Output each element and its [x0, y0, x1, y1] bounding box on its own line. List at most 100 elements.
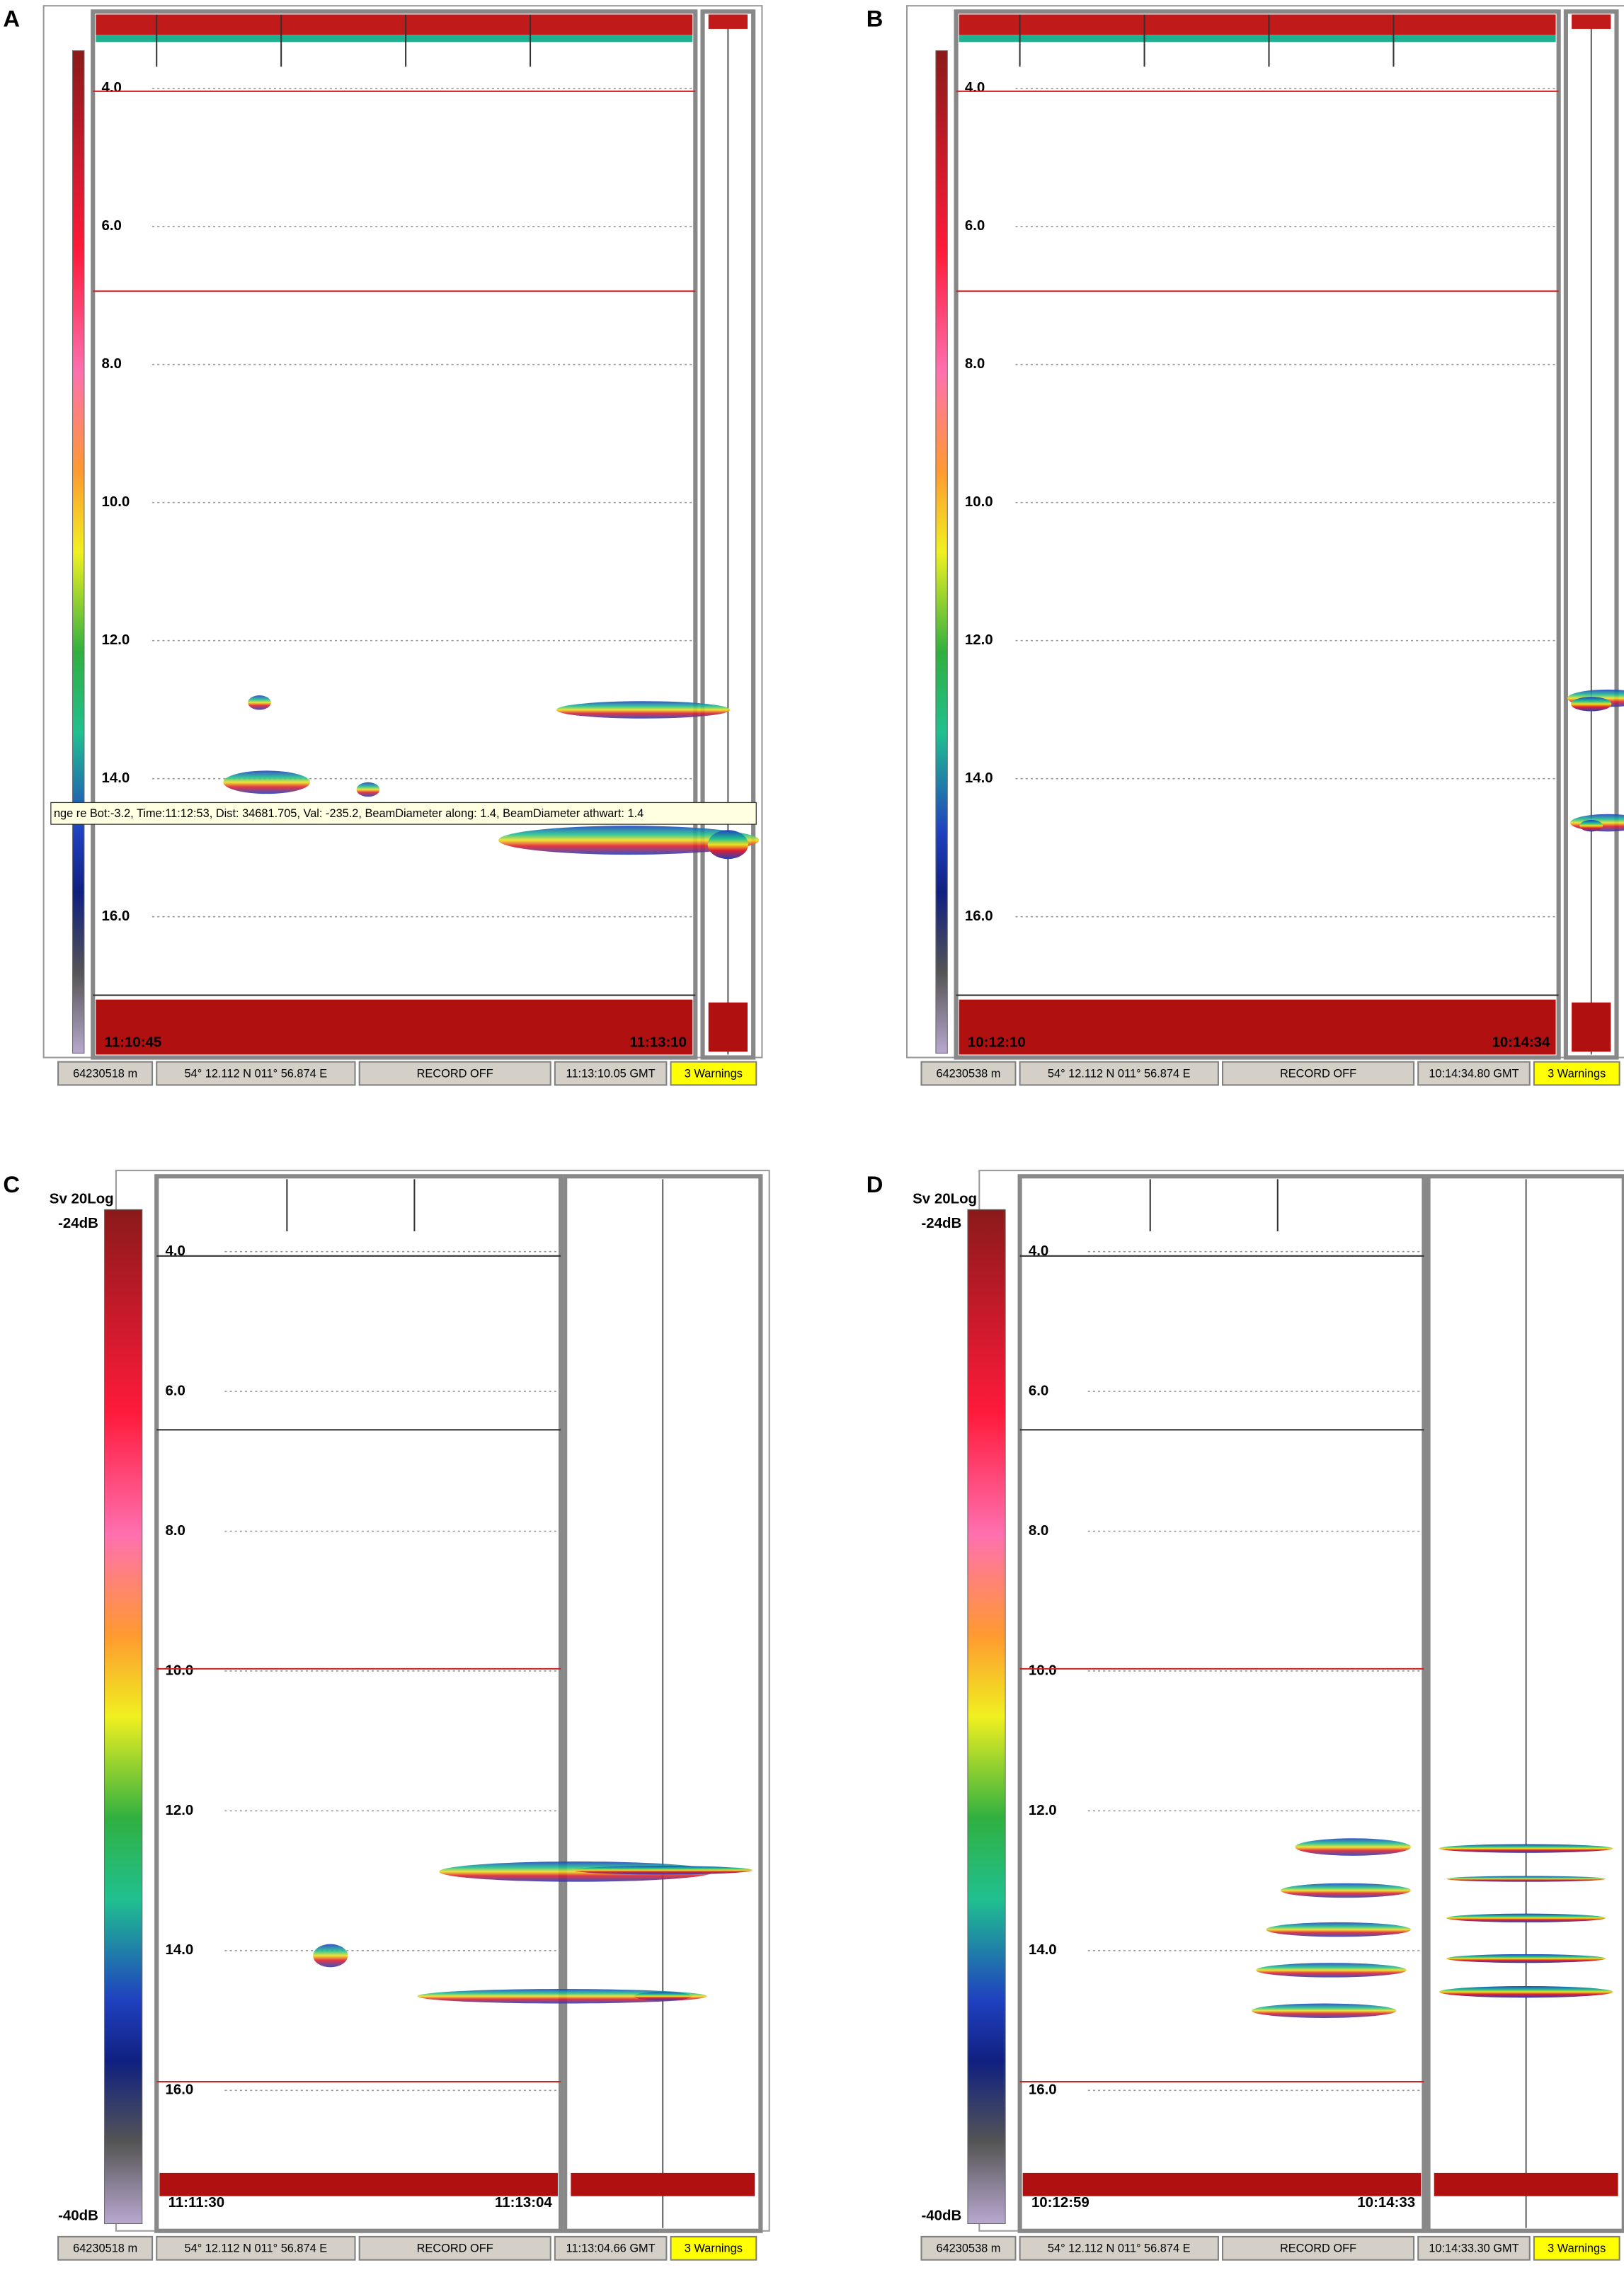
colorbar	[935, 50, 948, 1054]
status-segment	[156, 2235, 356, 2261]
status-text: 64230538 m	[936, 2242, 1000, 2255]
depth-label: 12.0	[101, 632, 130, 648]
tooltip-text: nge re Bot:-3.2, Time:11:12:53, Dist: 34…	[54, 807, 644, 820]
colorbar-max: -24dB	[921, 1215, 961, 1231]
colorbar-title: Sv 20Log	[913, 1190, 977, 1207]
echo-target	[1251, 2003, 1397, 2018]
echo-target	[248, 695, 271, 710]
depth-label: 4.0	[101, 79, 121, 96]
echo-target	[223, 770, 311, 794]
status-text: RECORD OFF	[1280, 1067, 1356, 1080]
depth-label: 8.0	[101, 355, 121, 372]
bottom-echo	[96, 999, 693, 1055]
status-text: 10:14:33.30 GMT	[1429, 2242, 1519, 2255]
status-segment	[358, 2235, 551, 2261]
status-text: 11:13:04.66 GMT	[566, 2242, 656, 2255]
status-text: 54° 12.112 N 011° 56.874 E	[1048, 1067, 1191, 1080]
echo-target	[356, 782, 380, 797]
surface-band	[959, 35, 1556, 42]
depth-label: 16.0	[101, 908, 130, 924]
bottom-echo	[959, 999, 1556, 1055]
panel: C Sv 20Log -24dB -40dB 4.0 6.0 8.0 10.0 12.0 14.0…	[3, 1170, 770, 2261]
status-text: 54° 12.112 N 011° 56.874 E	[185, 2242, 328, 2255]
depth-label: 6.0	[965, 217, 985, 234]
depth-label: 14.0	[101, 770, 130, 786]
depth-label: 10.0	[165, 1662, 193, 1678]
status-segment	[1533, 2235, 1620, 2261]
status-text: 64230538 m	[936, 1067, 1000, 1080]
end-time: 10:14:34	[1492, 1034, 1550, 1050]
panel-label: D	[867, 1171, 884, 1197]
start-time: 11:10:45	[105, 1034, 162, 1050]
colorbar	[967, 1209, 1006, 2224]
echo-target	[417, 1989, 707, 2004]
status-segment	[920, 1061, 1017, 1086]
start-time: 10:12:10	[968, 1034, 1026, 1050]
start-time: 10:12:59	[1031, 2194, 1090, 2211]
side-echo	[573, 1866, 753, 1875]
side-bottom	[1572, 1002, 1611, 1052]
status-segment	[358, 1061, 551, 1086]
side-echo	[707, 830, 748, 860]
panel: B 4.0 6.0 8.0 10.0 12.0 14.0 16.0 10:12:10 10:14:…	[867, 5, 1624, 1086]
depth-label: 12.0	[165, 1802, 193, 1818]
status-segment	[554, 1061, 668, 1086]
status-segment	[1221, 2235, 1415, 2261]
echogram	[954, 9, 1561, 1060]
status-segment	[1019, 1061, 1219, 1086]
status-text: 3 Warnings	[685, 1067, 743, 1080]
depth-label: 4.0	[165, 1243, 185, 1259]
colorbar	[72, 50, 85, 1054]
colorbar	[104, 1209, 143, 2224]
depth-label: 14.0	[165, 1942, 193, 1958]
status-segment	[1019, 2235, 1219, 2261]
status-text: 54° 12.112 N 011° 56.874 E	[1048, 2242, 1191, 2255]
panel: A 4.0 6.0 8.0 10.0 12.0 14.0 16.0 11:10:45 11:13:…	[3, 5, 763, 1086]
status-text: RECORD OFF	[417, 2242, 493, 2255]
side-bottom	[1434, 2172, 1618, 2196]
status-text: 3 Warnings	[1548, 1067, 1606, 1080]
depth-label: 16.0	[965, 908, 993, 924]
depth-label: 12.0	[1029, 1802, 1057, 1818]
depth-label: 14.0	[1029, 1942, 1057, 1958]
status-text: 3 Warnings	[685, 2242, 743, 2255]
status-segment	[1533, 1061, 1620, 1086]
status-segment	[554, 2235, 668, 2261]
panel-label: B	[867, 5, 884, 31]
panel: D Sv 20Log -24dB -40dB 4.0 6.0 8.0 10.0 12.0 14.0…	[867, 1170, 1624, 2261]
side-echo	[1439, 1985, 1613, 1998]
side-echo	[1446, 1954, 1606, 1963]
side-echo	[1579, 819, 1603, 832]
end-time: 10:14:33	[1357, 2194, 1415, 2211]
depth-label: 6.0	[1029, 1383, 1048, 1399]
echo-target	[498, 826, 760, 855]
status-text: RECORD OFF	[1280, 2242, 1356, 2255]
side-echo	[634, 1992, 692, 2001]
status-text: 3 Warnings	[1548, 2242, 1606, 2255]
echo-target	[1256, 1963, 1407, 1978]
depth-label: 8.0	[165, 1522, 185, 1539]
echo-target	[313, 1944, 348, 1968]
depth-label: 10.0	[101, 494, 130, 510]
start-time: 11:11:30	[168, 2194, 225, 2211]
bottom-echo	[159, 2172, 558, 2196]
side-echo	[1446, 1913, 1606, 1922]
side-bottom	[571, 2172, 755, 2196]
echo-target	[556, 701, 731, 719]
depth-label: 14.0	[965, 770, 993, 786]
status-text: 54° 12.112 N 011° 56.874 E	[185, 1067, 328, 1080]
side-echo	[1439, 1844, 1613, 1853]
status-segment	[1221, 1061, 1415, 1086]
echo-target	[1295, 1838, 1411, 1856]
status-text: RECORD OFF	[417, 1067, 493, 1080]
status-segment	[920, 2235, 1017, 2261]
end-time: 11:13:10	[629, 1034, 687, 1050]
echogram	[154, 1174, 564, 2233]
side-bottom	[708, 1002, 748, 1052]
panel-label: C	[3, 1171, 20, 1197]
depth-label: 4.0	[965, 79, 985, 96]
panel-label: A	[3, 5, 20, 31]
side-surface	[1572, 14, 1611, 29]
